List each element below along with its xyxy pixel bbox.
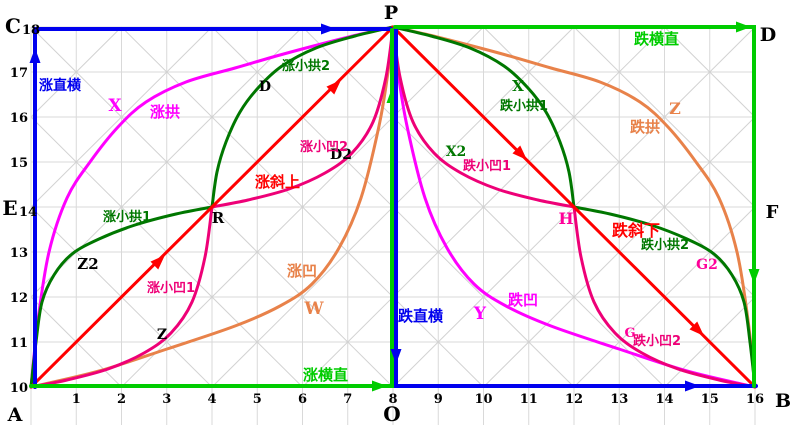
arrowhead-fall-horizontal-then-vertical (736, 21, 751, 33)
arrowhead-rise-diagonal (326, 80, 341, 95)
y-tick-label: 12 (10, 291, 28, 306)
label-curve-label-fall-diagonal: 跌斜下 (612, 221, 660, 240)
arrowhead-fall-diagonal (689, 321, 704, 336)
arrowhead-fall-vertical-then-horizontal (390, 349, 402, 364)
label-point-X-right: X (512, 77, 524, 95)
x-tick-label: 1 (72, 392, 81, 407)
label-point-H: H (558, 209, 573, 228)
label-corner-B: B (775, 390, 791, 412)
curve-rise-vertical-then-horizontal (33, 27, 393, 389)
label-point-X-left: X (108, 96, 122, 116)
curve-fall-small-concave-1 (391, 25, 576, 209)
curve-fall-small-concave-2 (572, 205, 757, 389)
arrowhead-fall-horizontal-then-vertical (748, 269, 760, 284)
label-curve-label-fall-small-arch-1: 跌小拱1 (500, 98, 548, 114)
label-edge-E-subscript: 14 (19, 205, 37, 220)
label-corner-P: P (384, 2, 398, 24)
x-tick-label: 10 (474, 392, 492, 407)
y-tick-label: 17 (10, 66, 28, 81)
arrowhead-fall-vertical-then-horizontal (685, 380, 700, 392)
label-curve-label-fall-concave: 跌凹 (508, 291, 538, 309)
x-tick-label: 12 (565, 392, 583, 407)
label-point-D: D (259, 79, 271, 95)
label-corner-D: D (760, 24, 776, 46)
x-tick-label: 5 (253, 392, 262, 407)
x-tick-label: 8 (388, 392, 397, 407)
y-tick-label: 11 (10, 336, 28, 351)
x-tick-label: 11 (520, 392, 538, 407)
label-curve-label-rise-horizontal-vertical: 涨横直 (303, 366, 348, 384)
label-point-R: R (212, 209, 225, 227)
label-curve-label-fall-small-concave-2: 跌小凹2 (633, 333, 681, 349)
arrowhead-rise-vertical-then-horizontal (29, 48, 41, 63)
y-tick-label: 10 (10, 381, 28, 396)
x-tick-label: 9 (434, 392, 443, 407)
curve-rise-horizontal-then-vertical (29, 28, 394, 388)
label-curve-label-rise-small-arch-2: 涨小拱2 (281, 58, 330, 74)
curve-fall-arch (391, 25, 757, 389)
label-point-D2: D2 (330, 147, 352, 163)
x-tick-label: 2 (117, 392, 126, 407)
curve-rise-small-concave-1 (29, 205, 214, 389)
diagonal-line-descending (573, 26, 756, 208)
curve-rise-small-concave-2 (210, 25, 395, 209)
label-curve-label-rise-vertical-horizontal: 涨直横 (39, 77, 82, 94)
label-point-Z-right: Z (669, 99, 681, 118)
label-corner-O: O (383, 402, 400, 426)
curve-fall-small-arch-2 (572, 205, 757, 389)
curve-fall-vertical-then-horizontal (394, 26, 758, 388)
x-tick-label: 3 (162, 392, 171, 407)
label-curve-label-fall-arch: 跌拱 (630, 118, 660, 136)
label-curve-label-fall-small-concave-1: 跌小凹1 (463, 158, 511, 174)
label-corner-C-subscript: 18 (22, 23, 40, 38)
curve-rise-small-arch-2 (210, 25, 395, 209)
curve-fall-small-arch-1 (391, 25, 576, 209)
x-tick-label: 14 (655, 392, 673, 407)
label-edge-E: E (2, 196, 17, 220)
label-point-Y: Y (473, 304, 487, 324)
diagonal-line-descending (302, 26, 665, 388)
label-point-G2: G2 (696, 257, 718, 273)
label-point-Z-left: Z (157, 327, 167, 343)
x-tick-label: 6 (298, 392, 307, 407)
label-curve-label-fall-horizontal-vertical: 跌横直 (634, 30, 679, 48)
arrowhead-rise-vertical-then-horizontal (321, 23, 336, 35)
x-tick-label: 7 (343, 392, 352, 407)
arrowhead-fall-diagonal (512, 145, 527, 160)
diagonal-line-descending (121, 26, 484, 388)
curve-rise-arch (29, 25, 395, 389)
y-tick-label: 13 (10, 246, 28, 261)
label-curve-label-rise-diagonal: 涨斜上 (255, 173, 300, 191)
arrowhead-rise-horizontal-then-vertical (372, 380, 387, 392)
label-curve-label-rise-small-concave-1: 涨小凹1 (146, 281, 195, 296)
diagonal-line-descending (664, 26, 756, 118)
label-curve-label-rise-concave: 涨凹 (287, 262, 317, 280)
curve-fall-horizontal-then-vertical (393, 25, 756, 388)
label-point-W: W (303, 299, 324, 319)
label-curve-label-rise-small-concave-2: 涨小凹2 (299, 140, 348, 155)
arrowhead-rise-diagonal (150, 255, 165, 270)
curve-fall-concave (391, 25, 757, 389)
y-tick-label: 16 (10, 111, 28, 126)
curve-rise-concave (29, 25, 395, 389)
x-tick-label: 4 (207, 392, 216, 407)
x-tick-label: 15 (701, 392, 719, 407)
x-tick-label: 13 (610, 392, 628, 407)
x-tick-label: 16 (746, 392, 764, 407)
label-corner-A: A (7, 404, 23, 426)
label-point-X2: X2 (446, 144, 467, 160)
label-curve-label-fall-small-arch-2: 跌小拱2 (641, 237, 689, 253)
label-curve-label-fall-vertical-horizontal: 跌直横 (398, 307, 444, 325)
y-tick-label: 15 (10, 156, 28, 171)
label-curve-label-rise-arch: 涨拱 (150, 103, 180, 121)
label-corner-C: C (5, 14, 21, 38)
label-edge-F: F (766, 202, 779, 223)
curve-rise-small-arch-1 (29, 205, 214, 389)
label-point-Z2: Z2 (77, 255, 98, 273)
label-curve-label-rise-small-arch-1: 涨小拱1 (102, 209, 151, 225)
label-point-G: G (624, 326, 635, 341)
